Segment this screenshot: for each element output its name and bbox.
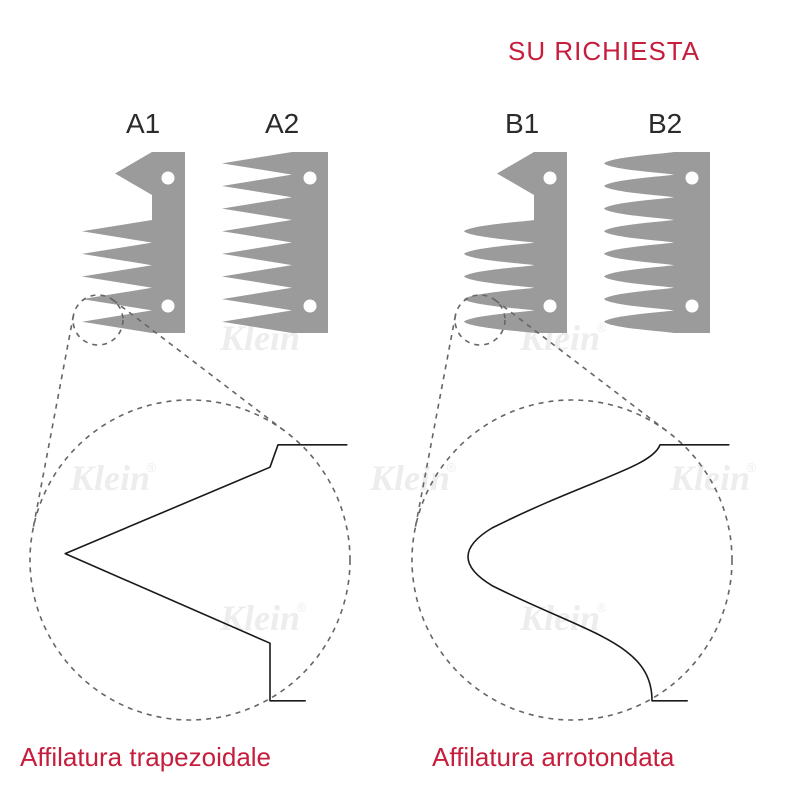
watermark-text: Klein [669, 458, 750, 498]
blade-hole [544, 300, 557, 313]
blade-hole [162, 172, 175, 185]
blade-hole [686, 300, 699, 313]
watermark-text: Klein [69, 458, 150, 498]
diagram-svg: Klein®Klein®Klein®Klein®Klein®Klein®Klei… [0, 0, 800, 800]
callout-connector-right [415, 315, 456, 530]
blade-hole [304, 300, 317, 313]
blades-group [82, 152, 710, 333]
blade-hole [686, 172, 699, 185]
blade-hole [162, 300, 175, 313]
watermark-text: Klein [219, 598, 300, 638]
blade-hole [544, 172, 557, 185]
watermark-r: ® [747, 461, 757, 475]
watermarks: Klein®Klein®Klein®Klein®Klein®Klein®Klei… [69, 318, 757, 638]
watermark-r: ® [297, 601, 307, 615]
watermark-r: ® [447, 461, 457, 475]
watermark-r: ® [147, 461, 157, 475]
watermark-text: Klein [369, 458, 450, 498]
callout-connector-left [33, 315, 74, 530]
blade-hole [304, 172, 317, 185]
watermark-r: ® [597, 601, 607, 615]
callout-big-circle-right [412, 400, 732, 720]
watermark-r: ® [597, 321, 607, 335]
callouts-group [30, 295, 732, 720]
